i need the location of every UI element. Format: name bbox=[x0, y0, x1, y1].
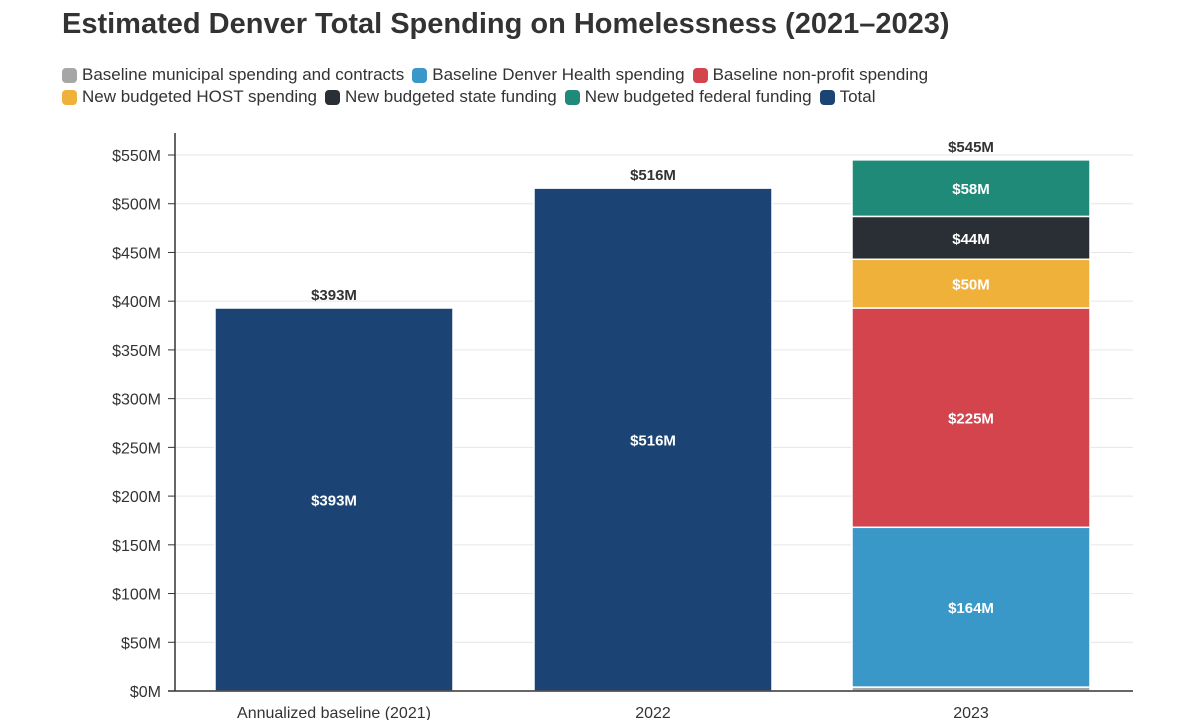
legend-label-denver-health: Baseline Denver Health spending bbox=[432, 65, 685, 84]
bar-2023-new-budgeted-state-funding bbox=[851, 215, 1091, 261]
y-tick-label-550: $550M bbox=[112, 148, 161, 165]
x-tick-label-2023: 2023 bbox=[953, 705, 989, 720]
y-tick-label-200: $200M bbox=[112, 489, 161, 506]
legend-label-state: New budgeted state funding bbox=[345, 87, 557, 106]
legend-swatch-non-profit bbox=[692, 67, 708, 83]
legend-label-municipal: Baseline municipal spending and contract… bbox=[82, 65, 405, 84]
legend-item-federal[interactable]: New budgeted federal funding bbox=[564, 87, 812, 107]
legend-item-denver-health[interactable]: Baseline Denver Health spending bbox=[412, 65, 685, 85]
y-tick-label-50: $50M bbox=[121, 635, 161, 652]
x-tick-label-2022: 2022 bbox=[635, 705, 671, 720]
y-tick-label-0: $0M bbox=[130, 684, 161, 701]
chart-title: Estimated Denver Total Spending on Homel… bbox=[62, 8, 950, 40]
legend-row-2: New budgeted HOST spending New budgeted … bbox=[62, 86, 1142, 108]
data-label-2023-baseline-non-profit-spending: $225M bbox=[948, 411, 994, 428]
x-tick-label-annualized-baseline-2021: Annualized baseline (2021) bbox=[237, 705, 431, 720]
data-label-annualized-baseline-2021-total: $393M bbox=[311, 493, 357, 510]
y-tick-label-350: $350M bbox=[112, 343, 161, 360]
bar-2023-new-budgeted-host-spending bbox=[851, 258, 1091, 309]
legend-swatch-state bbox=[325, 89, 341, 105]
legend-swatch-total bbox=[819, 89, 835, 105]
legend-swatch-municipal bbox=[62, 67, 77, 83]
y-tick-label-400: $400M bbox=[112, 294, 161, 311]
data-label-2023-new-budgeted-federal-funding: $58M bbox=[952, 181, 990, 198]
legend-label-host: New budgeted HOST spending bbox=[82, 87, 318, 106]
legend-swatch-federal bbox=[564, 89, 580, 105]
y-tick-label-300: $300M bbox=[112, 392, 161, 409]
legend-label-federal: New budgeted federal funding bbox=[584, 87, 812, 106]
total-label-2022: $516M bbox=[630, 167, 676, 184]
y-tick-label-250: $250M bbox=[112, 440, 161, 457]
legend-item-state[interactable]: New budgeted state funding bbox=[325, 87, 557, 107]
legend-item-host[interactable]: New budgeted HOST spending bbox=[62, 87, 317, 107]
y-tick-label-500: $500M bbox=[112, 197, 161, 214]
y-tick-label-150: $150M bbox=[112, 538, 161, 555]
data-label-2023-new-budgeted-state-funding: $44M bbox=[952, 231, 990, 248]
y-tick-label-450: $450M bbox=[112, 245, 161, 262]
legend-swatch-host bbox=[62, 89, 77, 105]
legend-swatch-denver-health bbox=[412, 67, 428, 83]
legend-label-non-profit: Baseline non-profit spending bbox=[712, 65, 929, 84]
y-tick-label-100: $100M bbox=[112, 587, 161, 604]
total-label-2023: $545M bbox=[948, 139, 994, 156]
legend-item-non-profit[interactable]: Baseline non-profit spending bbox=[692, 65, 929, 85]
data-label-2022-total: $516M bbox=[630, 433, 676, 450]
bar-2023-baseline-denver-health-spending bbox=[851, 526, 1091, 688]
data-label-2023-baseline-denver-health-spending: $164M bbox=[948, 600, 994, 617]
bar-annualized-baseline-2021-total bbox=[214, 307, 454, 692]
legend-item-total[interactable]: Total bbox=[819, 87, 876, 107]
data-label-2023-new-budgeted-host-spending: $50M bbox=[952, 277, 990, 294]
legend-label-total: Total bbox=[839, 87, 876, 106]
bar-2022-total bbox=[533, 187, 773, 692]
total-label-annualized-baseline-2021: $393M bbox=[311, 287, 357, 304]
legend-row-1: Baseline municipal spending and contract… bbox=[62, 64, 1142, 86]
legend-item-municipal[interactable]: Baseline municipal spending and contract… bbox=[62, 65, 404, 85]
bar-2023-new-budgeted-federal-funding bbox=[851, 159, 1091, 218]
chart-legend: Baseline municipal spending and contract… bbox=[62, 64, 1142, 108]
bar-2023-baseline-non-profit-spending bbox=[851, 307, 1091, 529]
